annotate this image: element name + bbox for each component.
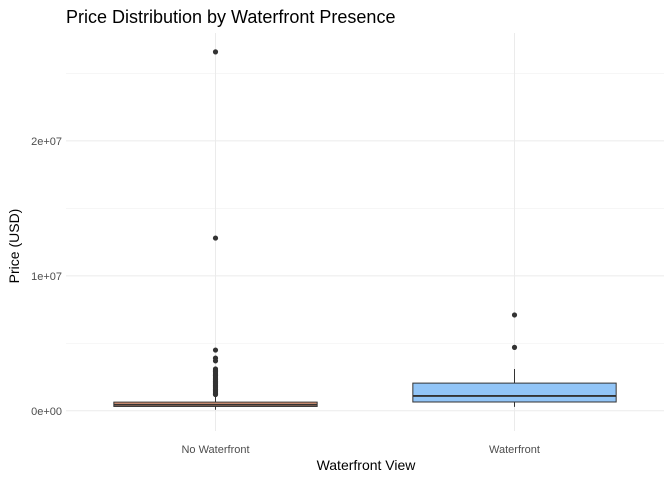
outlier-point [212, 347, 219, 353]
y-axis-title: Price (USD) [6, 209, 22, 284]
chart-title: Price Distribution by Waterfront Presenc… [66, 7, 395, 27]
outlier-point [212, 235, 219, 241]
outlier-point [511, 344, 518, 350]
grid [66, 33, 664, 431]
x-axis-title: Waterfront View [317, 457, 417, 473]
outlier-point [212, 391, 219, 398]
outlier-point [212, 49, 219, 55]
x-tick-label: No Waterfront [181, 444, 249, 456]
boxplot-no-waterfront [113, 49, 318, 410]
y-tick-label: 2e+07 [31, 136, 62, 148]
outlier-point [212, 358, 219, 364]
x-tick-label: Waterfront [489, 444, 540, 456]
box [412, 382, 617, 403]
y-tick-label: 1e+07 [31, 271, 62, 283]
y-tick-label: 0e+00 [31, 406, 62, 418]
boxes [113, 49, 617, 410]
boxplot-waterfront [412, 312, 617, 407]
tick-labels: 0e+00 1e+07 2e+07 No Waterfront Waterfront [31, 136, 540, 456]
outlier-point [511, 312, 518, 318]
